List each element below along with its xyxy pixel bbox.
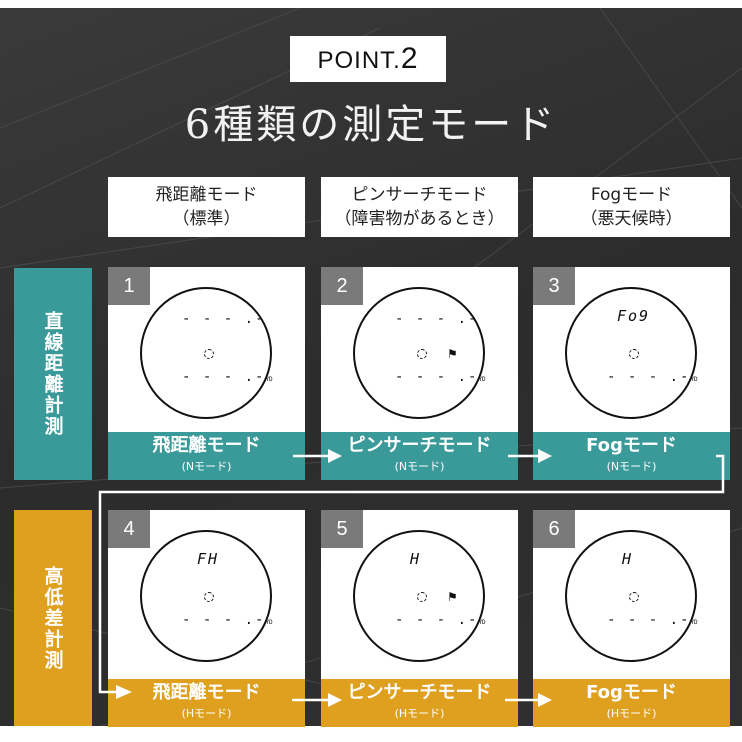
mode-panel-2: - - - .- ⚑ - - - .-YD 2 ピンサーチモード (Nモード) — [321, 267, 518, 480]
mode-sub: (Nモード) — [181, 460, 232, 473]
mode-sub: (Hモード) — [181, 707, 232, 720]
page-title: 6種類の測定モード — [184, 102, 558, 148]
display-circle: H - - - .-YD — [565, 530, 698, 662]
arrowhead-icon — [116, 685, 132, 699]
unit-label: YD — [478, 376, 486, 383]
arrowhead-icon — [328, 449, 342, 463]
display-bottom-readout: - - - .-YD — [395, 612, 486, 628]
column-title: 飛距離モード — [155, 185, 258, 205]
arrowhead-icon — [328, 693, 342, 707]
distance-readout: - - - .- — [607, 369, 691, 385]
arrowhead-icon — [538, 693, 552, 707]
column-title: Fogモード — [590, 185, 673, 205]
golf-flag-icon: ⚑ — [447, 347, 458, 361]
reticle-icon — [204, 349, 214, 359]
mode-panel-5: H ⚑ - - - .-YD 5 ピンサーチモード (Hモード) — [321, 510, 518, 727]
mode-panel-1: - - - .- - - - .-YD 1 飛距離モード (Nモード) — [108, 267, 305, 480]
display-bottom-readout: - - - .-YD — [395, 369, 486, 385]
distance-readout: - - - .- — [395, 612, 479, 628]
mode-panel-4: FH - - - .-YD 4 飛距離モード (Hモード) — [108, 510, 305, 727]
unit-label: YD — [265, 376, 273, 383]
column-title: ピンサーチモード — [351, 185, 488, 205]
mode-label-band: 飛距離モード (Hモード) — [108, 679, 305, 727]
display-top-readout: H — [622, 550, 634, 568]
display-circle: Fo9 - - - .-YD — [565, 287, 698, 419]
display-top-readout: - - - .- — [182, 311, 266, 327]
column-header-distance: 飛距離モード （標準） — [108, 177, 305, 237]
mode-sub: (Nモード) — [606, 460, 657, 473]
mode-name: Fogモード — [586, 682, 677, 703]
mode-sub: (Hモード) — [394, 707, 445, 720]
column-subtitle: （標準） — [172, 209, 241, 229]
mode-label-band: ピンサーチモード (Nモード) — [321, 432, 518, 480]
mode-name: 飛距離モード — [152, 435, 261, 456]
display-top-readout: FH — [197, 550, 220, 568]
reticle-icon — [629, 592, 639, 602]
display-circle: H ⚑ - - - .-YD — [353, 530, 486, 662]
golf-flag-icon: ⚑ — [447, 590, 458, 604]
column-subtitle: （悪天候時） — [580, 209, 683, 229]
column-header-fog: Fogモード （悪天候時） — [533, 177, 730, 237]
column-header-pinsearch: ピンサーチモード （障害物があるとき） — [321, 177, 518, 237]
unit-label: YD — [478, 619, 486, 626]
reticle-icon — [629, 349, 639, 359]
panel-number: 6 — [533, 510, 575, 548]
display-bottom-readout: - - - .-YD — [182, 612, 273, 628]
column-subtitle: （障害物があるとき） — [334, 209, 505, 229]
arrow-3-4 — [98, 454, 725, 694]
mode-label-band: ピンサーチモード (Hモード) — [321, 679, 518, 727]
point-badge: POINT.2 — [290, 36, 446, 82]
point-prefix: POINT. — [317, 47, 401, 74]
distance-readout: - - - .- — [395, 369, 479, 385]
distance-readout: - - - .- — [182, 369, 266, 385]
distance-readout: - - - .- — [607, 612, 691, 628]
display-circle: - - - .- - - - .-YD — [140, 287, 273, 419]
panel-number: 1 — [108, 267, 150, 305]
display-bottom-readout: - - - .-YD — [607, 369, 698, 385]
mode-name: ピンサーチモード — [347, 435, 492, 456]
panel-number: 5 — [321, 510, 363, 548]
display-circle: - - - .- ⚑ - - - .-YD — [353, 287, 486, 419]
mode-name: 飛距離モード — [152, 682, 261, 703]
display-top-readout: H — [410, 550, 422, 568]
distance-readout: - - - .- — [182, 612, 266, 628]
mode-label-band: Fogモード (Nモード) — [533, 432, 730, 480]
unit-label: YD — [265, 619, 273, 626]
reticle-icon — [417, 349, 427, 359]
display-circle: FH - - - .-YD — [140, 530, 273, 662]
mode-panel-6: H - - - .-YD 6 Fogモード (Hモード) — [533, 510, 730, 727]
display-bottom-readout: - - - .-YD — [182, 369, 273, 385]
mode-sub: (Nモード) — [394, 460, 445, 473]
reticle-icon — [204, 592, 214, 602]
mode-panel-3: Fo9 - - - .-YD 3 Fogモード (Nモード) — [533, 267, 730, 480]
point-number: 2 — [400, 42, 419, 75]
panel-number: 2 — [321, 267, 363, 305]
display-bottom-readout: - - - .-YD — [607, 612, 698, 628]
arrowhead-icon — [538, 449, 552, 463]
row-label-elevation: 高低差計測 — [14, 510, 92, 726]
unit-label: YD — [690, 619, 698, 626]
display-top-readout: Fo9 — [617, 307, 651, 325]
row-label-straight: 直線距離計測 — [14, 268, 92, 480]
reticle-icon — [417, 592, 427, 602]
mode-name: Fogモード — [586, 435, 677, 456]
mode-name: ピンサーチモード — [347, 682, 492, 703]
mode-label-band: Fogモード (Hモード) — [533, 679, 730, 727]
unit-label: YD — [690, 376, 698, 383]
panel-number: 3 — [533, 267, 575, 305]
mode-label-band: 飛距離モード (Nモード) — [108, 432, 305, 480]
mode-sub: (Hモード) — [606, 707, 657, 720]
display-top-readout: - - - .- — [395, 311, 479, 327]
panel-number: 4 — [108, 510, 150, 548]
